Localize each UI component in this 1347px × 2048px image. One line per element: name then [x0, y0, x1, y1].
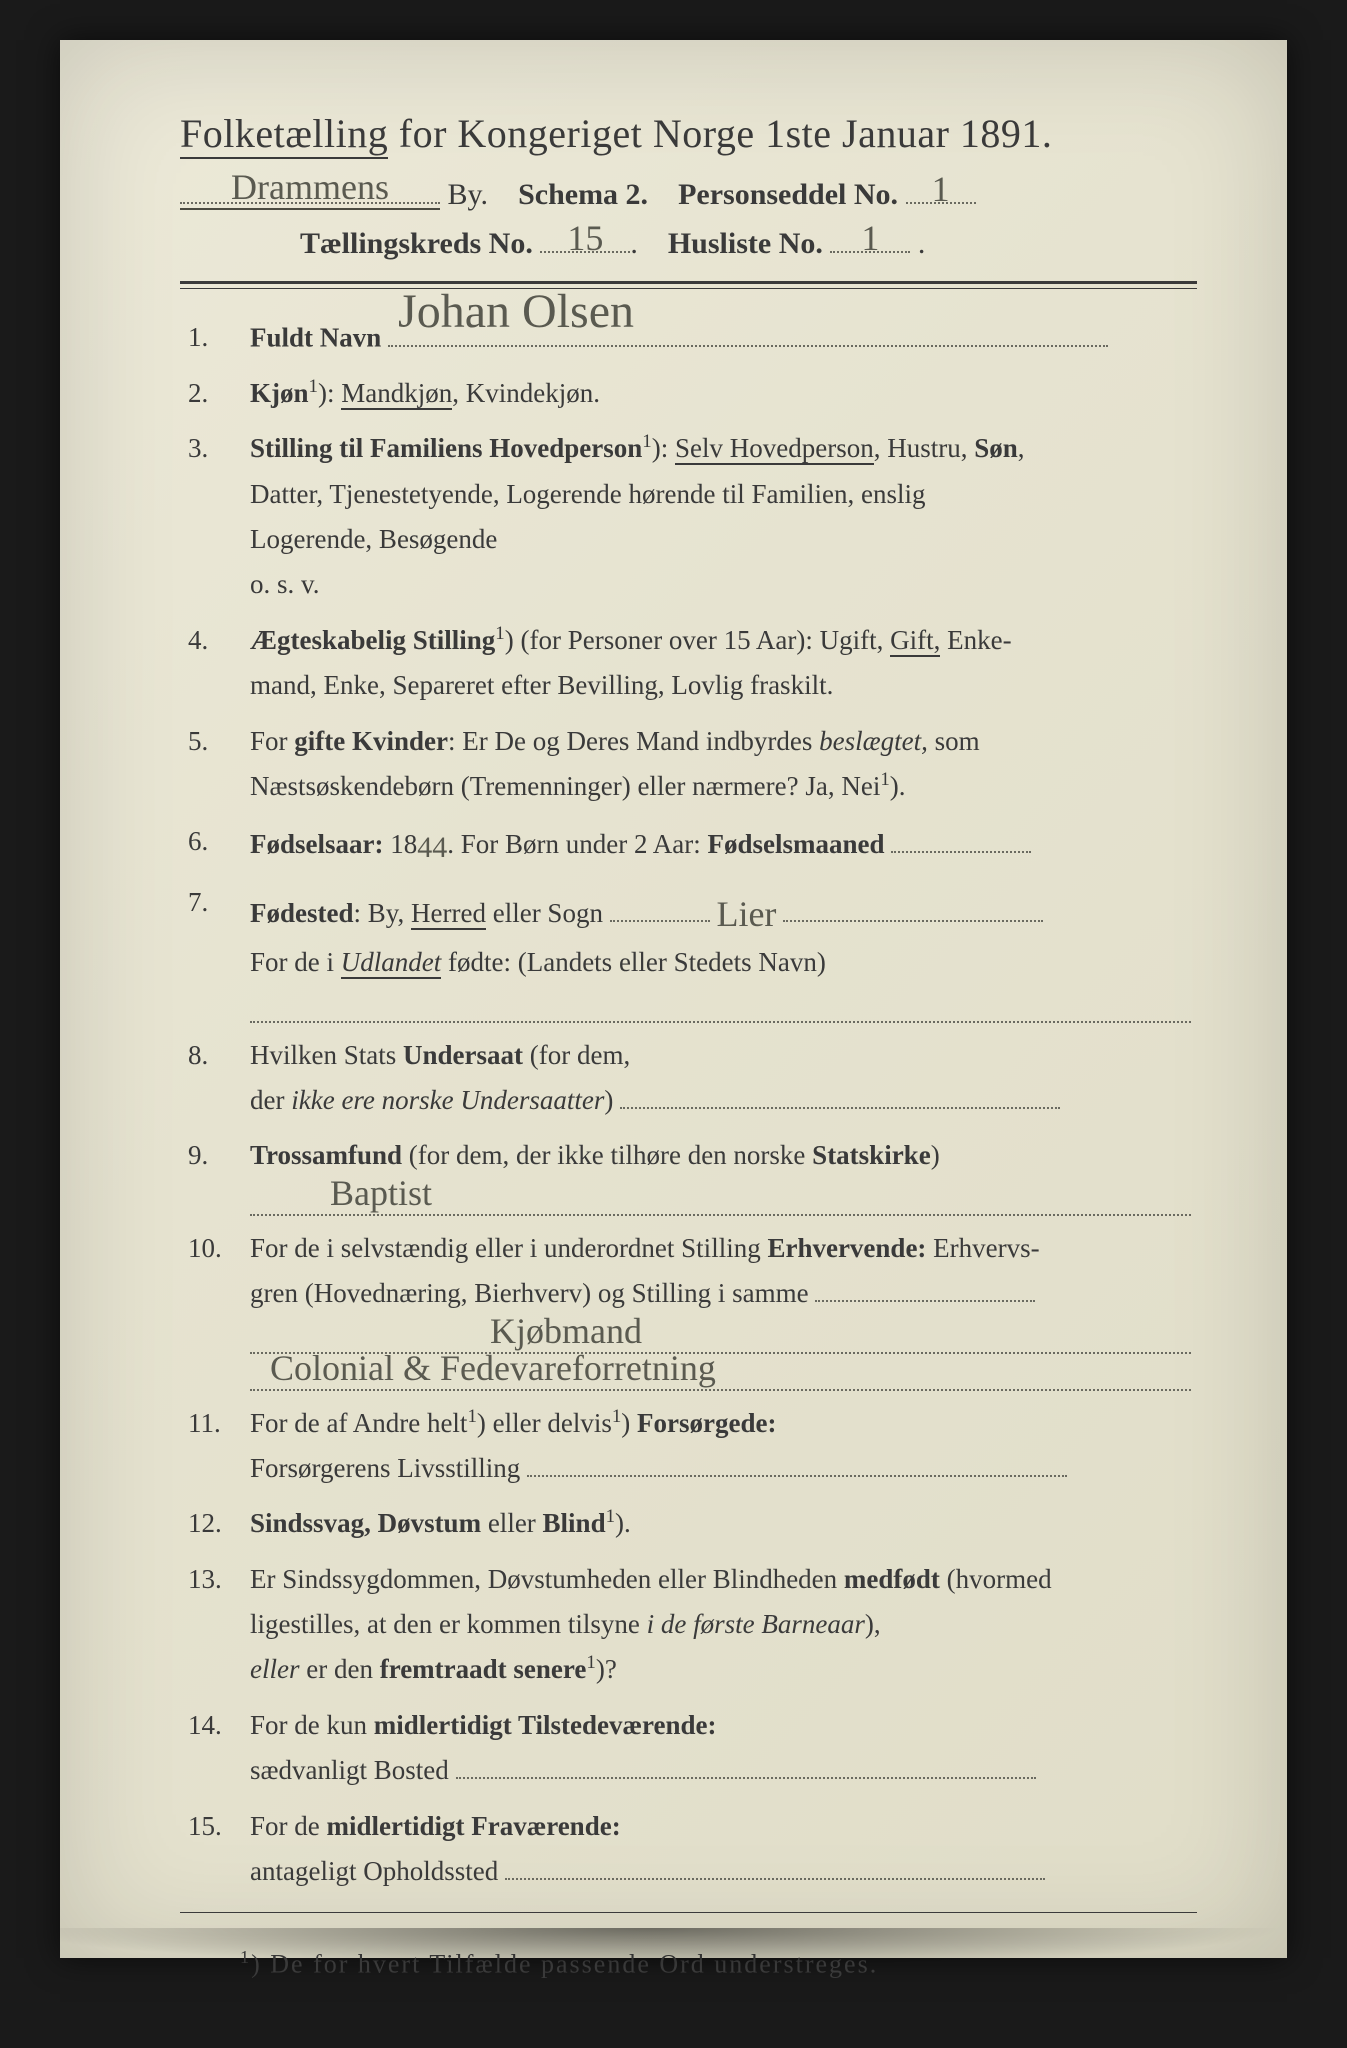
item10-val2-line: Colonial & Fedevareforretning — [250, 1354, 1191, 1391]
item-9: Trossamfund (for dem, der ikke tilhøre d… — [180, 1133, 1191, 1215]
item7-label: Fødested — [250, 898, 354, 928]
full-name-value: Johan Olsen — [398, 272, 1108, 353]
kreds-no: 15 — [540, 217, 630, 259]
item3-line4: o. s. v. — [250, 562, 1191, 607]
by-label: By. — [448, 178, 489, 211]
husliste-no: 1 — [830, 217, 910, 259]
item2-label: Kjøn — [250, 378, 309, 408]
item7-blank-line — [250, 986, 1191, 1023]
item1-label: Fuldt Navn — [250, 323, 381, 353]
item5-line2: Næstsøskendebørn (Tremenninger) eller næ… — [250, 764, 1191, 809]
footnote: 1) De for hvert Tilfælde passende Ord un… — [180, 1947, 1197, 1980]
item-13: Er Sindssygdommen, Døvstumheden eller Bl… — [180, 1557, 1191, 1693]
item-5: For gifte Kvinder: Er De og Deres Mand i… — [180, 719, 1191, 810]
occupation-value-2: Colonial & Fedevareforretning — [270, 1338, 716, 1398]
item14-line2: sædvanligt Bosted — [250, 1748, 1191, 1793]
title-rest: for Kongeriget Norge 1ste Januar — [388, 111, 960, 156]
item7-line2: For de i Udlandet fødte: (Landets eller … — [250, 940, 1191, 985]
census-form-paper: Folketælling for Kongeriget Norge 1ste J… — [60, 40, 1287, 1958]
item13-line3: eller er den fremtraadt senere1)? — [250, 1647, 1191, 1692]
item-15: For de midlertidigt Fraværende: antageli… — [180, 1804, 1191, 1895]
footnote-rule — [180, 1912, 1197, 1913]
birthplace-value: Lier — [716, 884, 776, 944]
item-4: Ægteskabelig Stilling1) (for Personer ov… — [180, 618, 1191, 709]
item4-label: Ægteskabelig Stilling — [250, 625, 495, 655]
sex-female: Kvindekjøn. — [466, 378, 600, 408]
item-10: For de i selvstændig eller i underordnet… — [180, 1226, 1191, 1391]
personseddel-no: 1 — [906, 168, 976, 210]
schema-label: Schema 2. — [518, 178, 648, 211]
item-6: Fødselsaar: 1844. For Børn under 2 Aar: … — [180, 819, 1191, 869]
item3-line3: Logerende, Besøgende — [250, 517, 1191, 562]
item4-line2: mand, Enke, Separeret efter Bevilling, L… — [250, 663, 1191, 708]
item11-line2: Forsørgerens Livsstilling — [250, 1446, 1191, 1491]
form-title: Folketælling for Kongeriget Norge 1ste J… — [180, 110, 1197, 157]
footnote-text: ) De for hvert Tilfælde passende Ord und… — [251, 1950, 878, 1979]
title-word-underlined: Folketælling — [180, 111, 388, 159]
item-12: Sindssvag, Døvstum eller Blind1). — [180, 1501, 1191, 1546]
form-item-list: Fuldt Navn Johan Olsen Kjøn1): Mandkjøn,… — [180, 315, 1197, 1894]
item8-line2: der ikke ere norske Undersaatter) — [250, 1078, 1191, 1123]
item-14: For de kun midlertidigt Tilstedeværende:… — [180, 1703, 1191, 1794]
item-3: Stilling til Familiens Hovedperson1): Se… — [180, 426, 1191, 607]
gift-underlined: Gift, — [890, 625, 940, 657]
selv-hoved-underlined: Selv Hovedperson — [675, 433, 874, 465]
subheader-line-2: Tællingskreds No. 15 . Husliste No. 1 . — [300, 218, 1197, 261]
item13-line2: ligestilles, at den er kommen tilsyne i … — [250, 1602, 1191, 1647]
item3-line2: Datter, Tjenestetyende, Logerende hørend… — [250, 472, 1191, 517]
by-handwritten: Drammens — [180, 166, 440, 210]
item-1: Fuldt Navn Johan Olsen — [180, 315, 1191, 361]
husliste-label: Husliste No. — [668, 227, 823, 260]
item-11: For de af Andre helt1) eller delvis1) Fo… — [180, 1401, 1191, 1492]
personseddel-label: Personseddel No. — [678, 178, 898, 211]
title-year: 1891 — [960, 111, 1042, 156]
item15-line2: antageligt Opholdssted — [250, 1849, 1191, 1894]
item-8: Hvilken Stats Undersaat (for dem, der ik… — [180, 1033, 1191, 1124]
trossamfund-value: Baptist — [330, 1163, 432, 1223]
item-7: Fødested: By, Herred eller Sogn Lier For… — [180, 880, 1191, 1023]
item9-value-line: Baptist — [250, 1179, 1191, 1216]
item10-line2: gren (Hovednæring, Bierhverv) og Stillin… — [250, 1271, 1191, 1316]
birth-year: 44 — [417, 823, 447, 873]
sex-male-underlined: Mandkjøn — [341, 378, 452, 410]
item6-label: Fødselsaar: — [250, 829, 383, 859]
subheader-line-1: Drammens By. Schema 2. Personseddel No. … — [180, 169, 1197, 212]
kreds-label: Tællingskreds No. — [300, 227, 533, 260]
item-2: Kjøn1): Mandkjøn, Kvindekjøn. — [180, 371, 1191, 416]
scan-background: Folketælling for Kongeriget Norge 1ste J… — [0, 0, 1347, 2048]
item3-label: Stilling til Familiens Hovedperson — [250, 433, 642, 463]
